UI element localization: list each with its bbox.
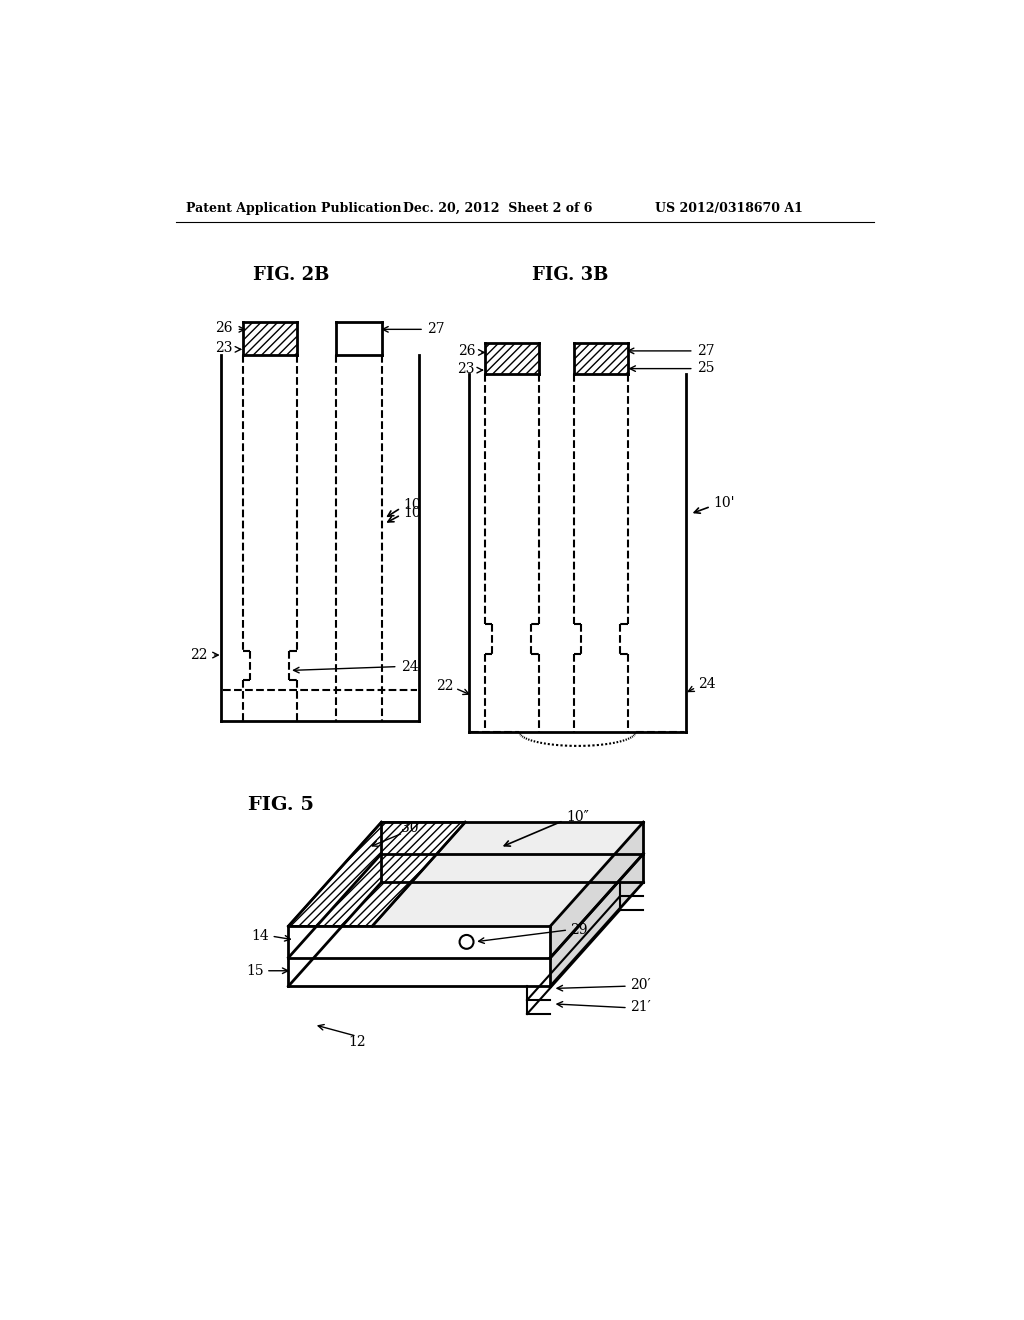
Text: 10: 10 [403, 498, 421, 512]
Text: 10: 10 [403, 506, 421, 520]
Polygon shape [550, 822, 643, 986]
Text: 26: 26 [215, 321, 232, 335]
Bar [484, 343, 539, 374]
Text: 12: 12 [348, 1035, 366, 1049]
Bar [573, 343, 628, 374]
Text: 14: 14 [251, 929, 269, 942]
Text: Dec. 20, 2012  Sheet 2 of 6: Dec. 20, 2012 Sheet 2 of 6 [403, 202, 593, 215]
Text: 30: 30 [400, 821, 418, 836]
Text: 26: 26 [458, 345, 475, 358]
Text: 25: 25 [697, 360, 715, 375]
Polygon shape [289, 822, 643, 927]
Text: 27: 27 [427, 322, 444, 337]
Text: 10': 10' [713, 495, 734, 510]
Text: 23: 23 [215, 341, 232, 355]
Text: Patent Application Publication: Patent Application Publication [186, 202, 401, 215]
Polygon shape [289, 822, 643, 927]
Text: 22: 22 [190, 648, 208, 663]
Polygon shape [289, 822, 465, 927]
Text: 23: 23 [457, 363, 474, 376]
Text: FIG. 5: FIG. 5 [248, 796, 314, 814]
Text: 24: 24 [697, 677, 715, 692]
Text: 15: 15 [246, 964, 263, 978]
Bar [243, 322, 297, 355]
Text: 22: 22 [436, 678, 454, 693]
Text: 10″: 10″ [566, 809, 589, 824]
Text: 24: 24 [400, 660, 419, 673]
Text: 21′: 21′ [630, 1001, 651, 1014]
Text: 27: 27 [697, 345, 715, 358]
Text: US 2012/0318670 A1: US 2012/0318670 A1 [655, 202, 803, 215]
Text: FIG. 3B: FIG. 3B [531, 267, 608, 284]
Text: 20′: 20′ [630, 978, 651, 991]
Text: 29: 29 [569, 923, 587, 937]
Text: FIG. 2B: FIG. 2B [253, 267, 329, 284]
